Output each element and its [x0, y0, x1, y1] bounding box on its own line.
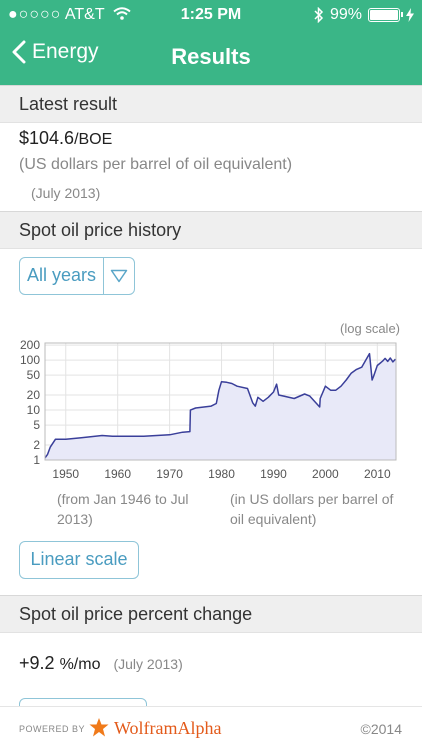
price-line — [44, 352, 397, 459]
percent-unit: %/mo — [59, 656, 101, 673]
chart-x-tick-labels: 1950 1960 1970 1980 1990 2000 2010 — [52, 467, 391, 481]
section-percent-change: Spot oil price percent change — [0, 595, 422, 633]
section-price-history: Spot oil price history — [0, 211, 422, 249]
chart-frame — [44, 342, 397, 461]
wolfram-logo[interactable]: WolframAlpha — [88, 717, 222, 739]
back-button[interactable]: Energy — [12, 40, 99, 64]
y-tick-label: 10 — [27, 403, 41, 417]
carrier-info: ●○○○○ AT&T — [8, 6, 131, 24]
nav-bar: Energy Results — [0, 32, 422, 82]
x-tick-label: 1970 — [156, 467, 183, 481]
result-date: (July 2013) — [31, 185, 101, 201]
percent-date: (July 2013) — [113, 656, 183, 672]
y-tick-label: 2 — [33, 438, 40, 452]
x-tick-label: 2010 — [364, 467, 391, 481]
battery-percent: 99% — [329, 6, 362, 23]
chart-caption-range: (from Jan 1946 to Jul 2013) — [57, 491, 189, 527]
years-dropdown[interactable]: All years — [19, 257, 135, 295]
status-time: 1:25 PM — [180, 6, 242, 23]
powered-by-label: POWERED BY — [19, 724, 86, 734]
y-tick-label: 20 — [27, 388, 41, 402]
result-description: (US dollars per barrel of oil equivalent… — [19, 156, 293, 173]
result-unit: /BOE — [74, 131, 113, 148]
x-tick-label: 2000 — [312, 467, 339, 481]
years-dropdown-label: All years — [20, 258, 104, 294]
wifi-icon — [113, 7, 131, 20]
battery-icon — [368, 8, 403, 22]
carrier-name: AT&T — [64, 6, 105, 23]
y-tick-label: 1 — [33, 453, 40, 467]
linear-scale-button[interactable]: Linear scale — [19, 541, 139, 579]
x-tick-label: 1950 — [52, 467, 79, 481]
footer-bar: POWERED BY WolframAlpha ©2014 — [0, 706, 422, 750]
latest-result-value: $104.6/BOE — [19, 128, 112, 149]
y-tick-label: 5 — [33, 418, 40, 432]
back-label: Energy — [32, 40, 99, 63]
bluetooth-icon — [314, 7, 324, 23]
percent-number: +9.2 — [19, 653, 55, 673]
log-scale-note: (log scale) — [340, 321, 400, 336]
percent-change-value: +9.2 %/mo (July 2013) — [19, 653, 183, 674]
charging-icon — [406, 8, 414, 22]
wolfram-star-icon — [89, 718, 109, 737]
signal-strength-icon: ●○○○○ — [8, 6, 62, 23]
chart-caption-units: (in US dollars per barrel of oil equival… — [230, 491, 394, 527]
x-tick-label: 1960 — [104, 467, 131, 481]
copyright: ©2014 — [360, 721, 402, 737]
y-tick-label: 50 — [27, 368, 41, 382]
x-tick-label: 1980 — [208, 467, 235, 481]
status-bar: ●○○○○ AT&T 1:25 PM 99% — [0, 0, 422, 30]
app-header: ●○○○○ AT&T 1:25 PM 99% Energy — [0, 0, 422, 85]
section-latest-result: Latest result — [0, 85, 422, 123]
y-tick-label: 200 — [20, 338, 40, 352]
chevron-left-icon — [12, 40, 26, 64]
result-number: $104.6 — [19, 128, 75, 148]
status-right: 99% — [314, 6, 414, 24]
brand-name: WolframAlpha — [114, 717, 222, 738]
dropdown-arrow-icon — [104, 258, 134, 294]
x-tick-label: 1990 — [260, 467, 287, 481]
y-tick-label: 100 — [20, 353, 40, 367]
price-area — [45, 353, 396, 460]
